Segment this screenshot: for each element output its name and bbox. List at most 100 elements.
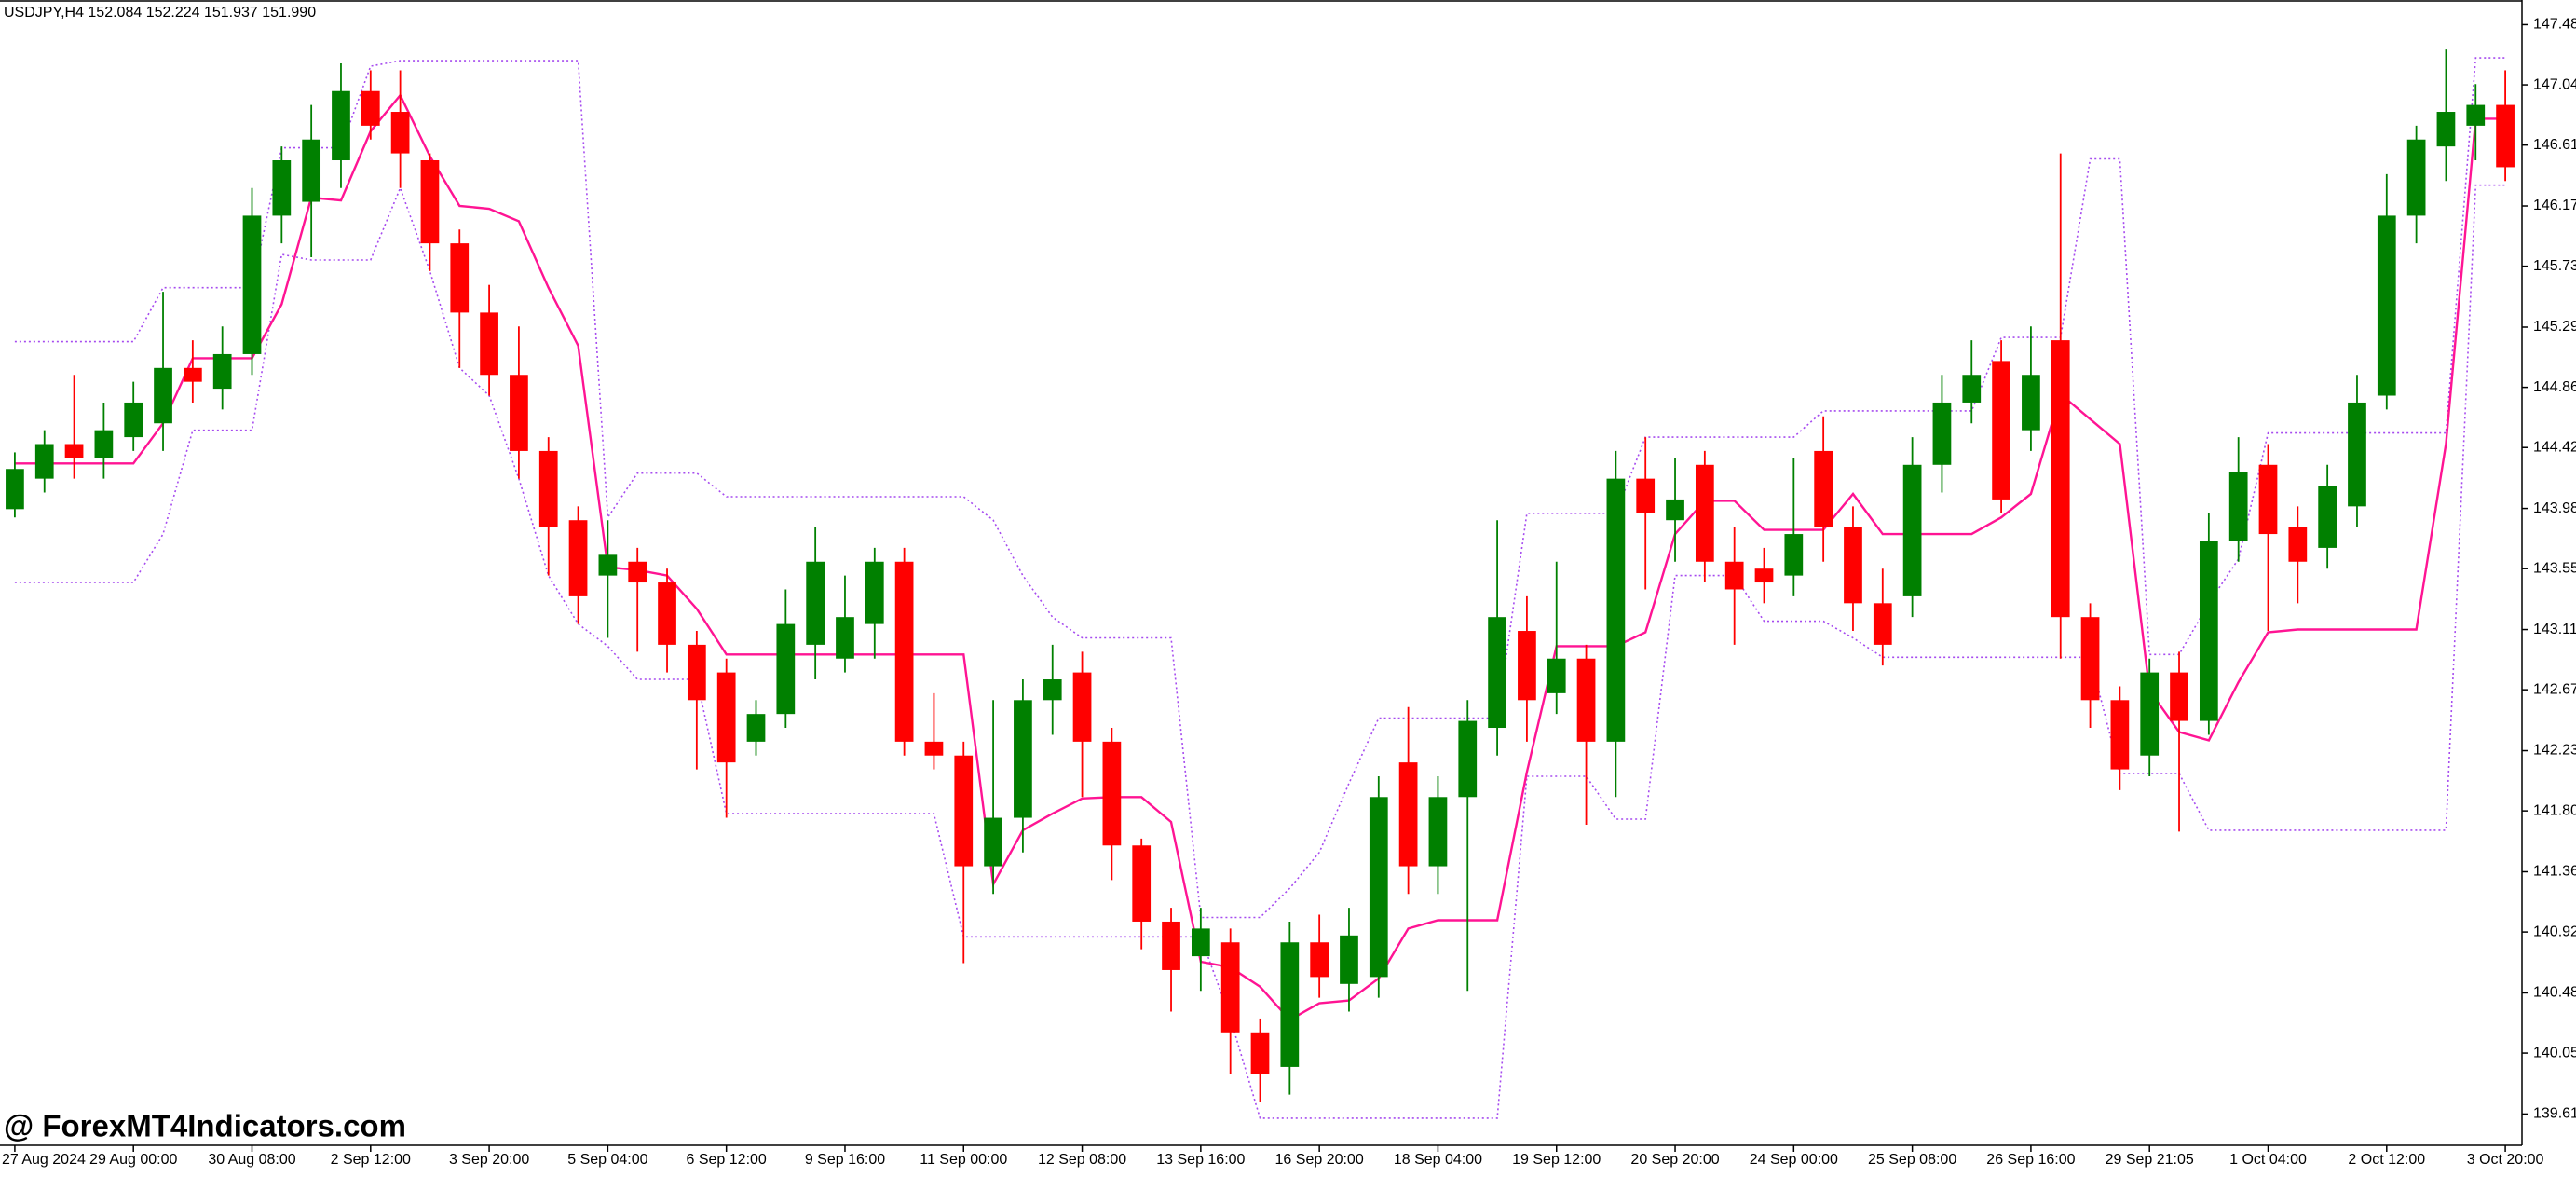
candle-body [1428, 797, 1448, 867]
candle-body [64, 444, 84, 458]
candle-body [124, 402, 143, 438]
band-line [14, 184, 2506, 1119]
x-tick-label: 19 Sep 12:00 [1512, 1152, 1601, 1168]
candle-body [658, 582, 676, 645]
y-tick-label: 139.610 [2533, 1106, 2576, 1122]
candle-body [2348, 402, 2366, 507]
candle-body [2199, 541, 2218, 721]
y-tick-label: 144.860 [2533, 379, 2576, 395]
candle-body [1576, 658, 1596, 742]
y-tick-label: 143.985 [2533, 500, 2576, 516]
y-tick-label: 147.480 [2533, 17, 2576, 33]
candle-body [272, 160, 292, 216]
candle-body [1902, 464, 1922, 596]
x-tick-label: 1 Oct 04:00 [2229, 1152, 2307, 1168]
y-tick-label: 147.045 [2533, 76, 2576, 92]
x-tick-label: 2 Oct 12:00 [2348, 1152, 2425, 1168]
candle-body [2496, 104, 2515, 168]
candle-body [1310, 942, 1329, 978]
candle-body [865, 561, 884, 624]
y-tick-label: 142.675 [2533, 681, 2576, 697]
candle-body [2436, 112, 2456, 147]
candle-body [1102, 741, 1122, 846]
x-tick-label: 24 Sep 00:00 [1750, 1152, 1838, 1168]
candle-body [1547, 658, 1566, 693]
y-tick-label: 144.425 [2533, 439, 2576, 455]
candle-body [2170, 672, 2188, 721]
candle-body [776, 623, 796, 715]
candle-body [242, 215, 262, 354]
candle-body [538, 450, 558, 527]
candle-body [836, 617, 854, 659]
candle-body [94, 430, 114, 458]
y-tick-label: 140.925 [2533, 924, 2576, 939]
candle-body [1636, 478, 1656, 513]
candle-body [1695, 464, 1714, 562]
x-tick-label: 29 Aug 00:00 [89, 1152, 177, 1168]
candle-body [1043, 679, 1062, 701]
x-tick-label: 18 Sep 04:00 [1394, 1152, 1482, 1168]
candle-body [2228, 472, 2248, 541]
candle-body [1340, 935, 1358, 984]
candle-body [420, 160, 440, 244]
candle-body [510, 375, 528, 451]
candle-body [2377, 215, 2396, 396]
candle-body [2051, 340, 2070, 618]
x-tick-label: 25 Sep 08:00 [1868, 1152, 1956, 1168]
candle-body [2406, 139, 2426, 216]
y-tick-label: 142.235 [2533, 743, 2576, 759]
x-tick-label: 27 Aug 2024 [2, 1152, 86, 1168]
candle-body [390, 112, 410, 154]
x-tick-label: 3 Oct 20:00 [2467, 1152, 2544, 1168]
candle-body [1191, 928, 1210, 957]
candle-body [1072, 672, 1092, 742]
y-tick-label: 140.485 [2533, 985, 2576, 1001]
candle-body [1962, 375, 1982, 403]
candle-body [183, 367, 202, 382]
x-tick-label: 9 Sep 16:00 [805, 1152, 885, 1168]
x-tick-label: 26 Sep 16:00 [1986, 1152, 2075, 1168]
candle-body [1488, 617, 1506, 729]
candle-body [34, 444, 54, 479]
candle-body [2080, 617, 2100, 701]
candle-body [1932, 402, 1952, 465]
candle-body [480, 312, 498, 376]
candle-body [361, 90, 380, 126]
y-tick-label: 145.295 [2533, 319, 2576, 335]
x-tick-label: 16 Sep 20:00 [1275, 1152, 1364, 1168]
candle-body [1606, 478, 1626, 742]
y-tick-label: 141.360 [2533, 864, 2576, 880]
candle-body [1844, 527, 1862, 604]
candle-body [2466, 104, 2486, 126]
candle-body [154, 367, 172, 424]
candle-body [450, 243, 470, 313]
candle-body [2110, 700, 2130, 770]
candle-body [212, 353, 232, 390]
chart-title: USDJPY,H4 152.084 152.224 151.937 151.99… [4, 5, 316, 21]
candle-body [2022, 375, 2040, 431]
y-tick-label: 145.735 [2533, 258, 2576, 274]
candle-body [568, 520, 588, 596]
band-line [14, 57, 2506, 919]
x-tick-label: 13 Sep 16:00 [1156, 1152, 1245, 1168]
candle-body [1220, 942, 1240, 1033]
candle-body [984, 817, 1002, 867]
candle-body [1369, 797, 1388, 978]
candle-body [1162, 921, 1180, 970]
y-tick-label: 143.110 [2533, 622, 2576, 637]
x-tick-label: 29 Sep 21:05 [2106, 1152, 2194, 1168]
x-tick-label: 11 Sep 00:00 [920, 1152, 1007, 1168]
x-tick-label: 30 Aug 08:00 [208, 1152, 295, 1168]
candle-body [1250, 1032, 1270, 1074]
x-tick-label: 2 Sep 12:00 [331, 1152, 411, 1168]
candle-body [2140, 672, 2160, 756]
candle-body [1814, 450, 1833, 527]
candle-body [1458, 720, 1478, 798]
candle-body [954, 755, 974, 867]
y-tick-label: 143.550 [2533, 560, 2576, 576]
candle-body [332, 90, 350, 161]
candle-body [628, 561, 647, 583]
candle-body [302, 139, 321, 202]
y-tick-label: 141.800 [2533, 802, 2576, 818]
